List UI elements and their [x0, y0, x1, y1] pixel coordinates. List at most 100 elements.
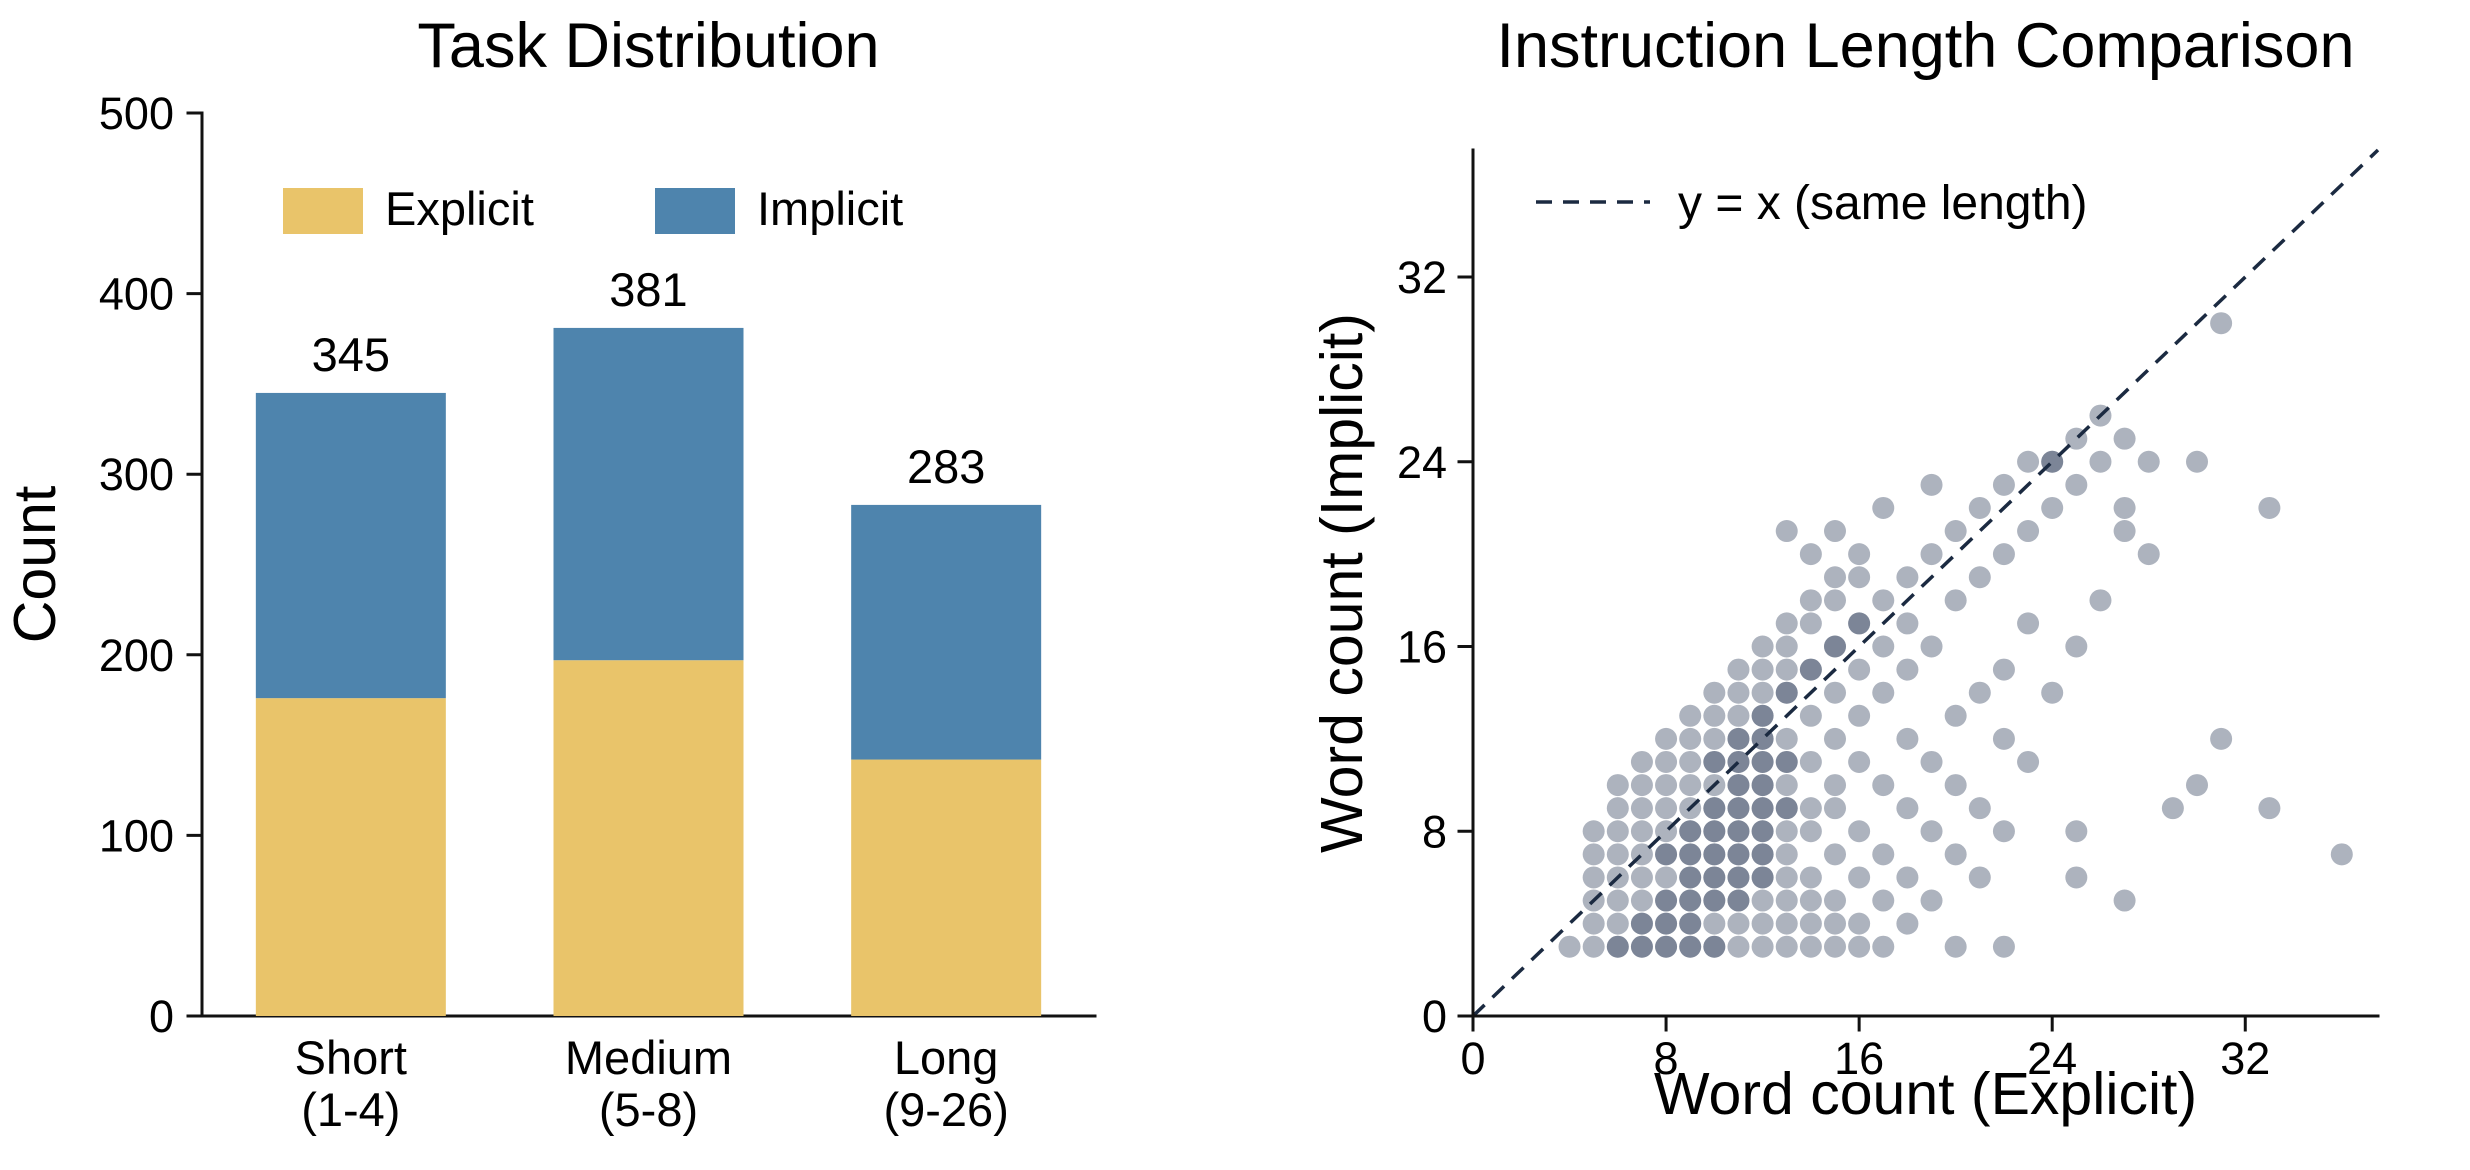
scatter-point: [1775, 750, 1798, 773]
scatter-point: [1630, 912, 1653, 935]
scatter-point: [1606, 935, 1629, 958]
scatter-point: [1703, 727, 1726, 750]
bar-total-label: 381: [609, 263, 687, 316]
scatter-point: [1703, 935, 1726, 958]
scatter-point: [2210, 727, 2233, 750]
x-category-label: Long: [894, 1031, 999, 1084]
scatter-point: [1679, 843, 1702, 866]
scatter-point: [2065, 866, 2088, 889]
scatter-point: [1727, 774, 1750, 797]
scatter-point: [1775, 681, 1798, 704]
scatter-point: [1872, 635, 1895, 658]
scatter-point: [1824, 843, 1846, 866]
y-tick-label: 300: [99, 449, 174, 500]
bar-segment-explicit: [255, 698, 446, 1016]
scatter-point: [1775, 520, 1798, 543]
scatter-point: [1727, 727, 1750, 750]
x-category-sublabel: (9-26): [883, 1083, 1008, 1136]
scatter-point: [1799, 797, 1822, 820]
scatter-point: [1703, 843, 1726, 866]
scatter-point: [1727, 843, 1750, 866]
scatter-point: [1799, 658, 1822, 681]
bar-total-label: 283: [907, 440, 985, 493]
scatter-point: [1896, 797, 1919, 820]
bar-segment-implicit: [255, 392, 446, 699]
scatter-point: [2065, 635, 2088, 658]
scatter-point: [1848, 935, 1871, 958]
scatter-point: [1848, 866, 1871, 889]
scatter-point: [1872, 843, 1895, 866]
scatter-point: [1703, 889, 1726, 912]
scatter-point: [1751, 843, 1774, 866]
scatter-point: [1896, 727, 1919, 750]
y-tick-label: 8: [1422, 806, 1447, 857]
scatter-point: [1824, 635, 1846, 658]
scatter-point: [1655, 797, 1678, 820]
scatter-point: [1655, 935, 1678, 958]
scatter-point: [1848, 750, 1871, 773]
scatter-point: [1655, 774, 1678, 797]
scatter-point: [1775, 935, 1798, 958]
x-tick-label: 16: [1834, 1033, 1884, 1084]
scatter-point: [1824, 727, 1846, 750]
scatter-point: [2113, 520, 2136, 543]
x-category-label: Short: [295, 1031, 407, 1084]
scatter-point: [1630, 866, 1653, 889]
scatter-point: [1727, 681, 1750, 704]
scatter-point: [1751, 774, 1774, 797]
scatter-point: [1775, 820, 1798, 843]
scatter-point: [1630, 797, 1653, 820]
y-tick-label: 100: [99, 810, 174, 861]
bar-chart-title: Task Distribution: [417, 11, 880, 81]
scatter-point: [1775, 866, 1798, 889]
legend-swatch-explicit: [283, 188, 363, 234]
scatter-point: [1703, 820, 1726, 843]
scatter-point: [1775, 797, 1798, 820]
y-tick-label: 400: [99, 269, 174, 320]
scatter-point: [1775, 774, 1798, 797]
scatter-point: [2065, 820, 2088, 843]
scatter-point: [1751, 843, 1774, 866]
scatter-point: [1751, 774, 1774, 797]
scatter-point: [1727, 935, 1750, 958]
scatter-point: [1679, 843, 1702, 866]
scatter-point: [1848, 820, 1871, 843]
scatter-point: [1727, 889, 1750, 912]
scatter-point: [1751, 750, 1774, 773]
scatter-points: [1558, 312, 2353, 958]
x-category-sublabel: (1-4): [301, 1083, 400, 1136]
scatter-point: [1920, 473, 1943, 496]
scatter-point: [1775, 889, 1798, 912]
scatter-point: [1703, 797, 1726, 820]
scatter-point: [1872, 681, 1895, 704]
scatter-point: [2161, 797, 2184, 820]
scatter-point: [1920, 750, 1943, 773]
scatter-point: [1799, 612, 1822, 635]
scatter-point: [1582, 843, 1605, 866]
scatter-point: [1655, 866, 1678, 889]
scatter-point: [2113, 889, 2136, 912]
scatter-point: [1992, 543, 2015, 566]
scatter-point: [1968, 566, 1991, 589]
scatter-point: [1992, 473, 2015, 496]
bar-segment-explicit: [553, 660, 744, 1016]
scatter-point: [1992, 727, 2015, 750]
scatter-point: [1799, 889, 1822, 912]
scatter-point: [1703, 889, 1726, 912]
scatter-point: [1703, 843, 1726, 866]
scatter-point: [1655, 889, 1678, 912]
scatter-point: [2330, 843, 2353, 866]
y-tick-label: 500: [99, 88, 174, 139]
scatter-point: [1582, 866, 1605, 889]
scatter-point: [1655, 912, 1678, 935]
scatter-point: [1824, 912, 1846, 935]
scatter-point: [1799, 912, 1822, 935]
scatter-point: [1727, 866, 1750, 889]
bar-segment-implicit: [851, 504, 1042, 760]
scatter-point: [1558, 935, 1581, 958]
scatter-chart-title: Instruction Length Comparison: [1496, 11, 2355, 81]
scatter-point: [2065, 473, 2088, 496]
scatter-point: [1848, 566, 1871, 589]
scatter-point: [1751, 820, 1774, 843]
